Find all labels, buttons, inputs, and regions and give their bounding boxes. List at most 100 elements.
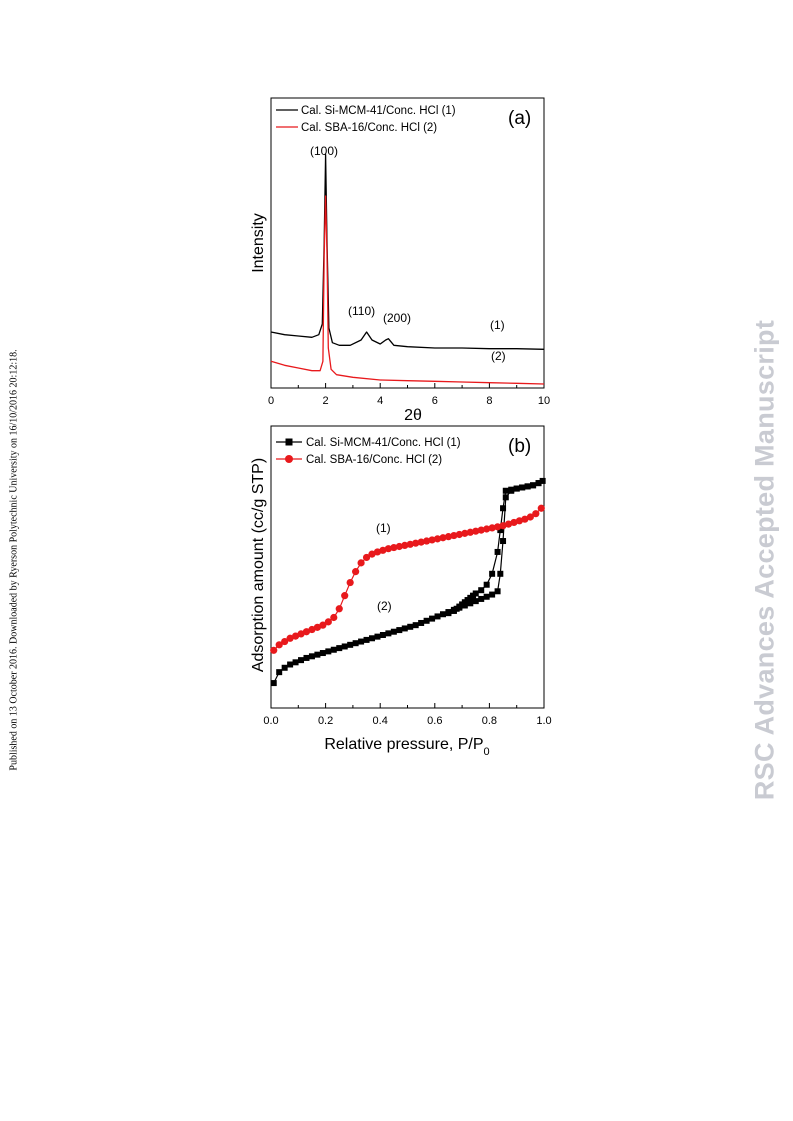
series-label-2: (2)	[377, 599, 392, 613]
legend-label-2: Cal. SBA-16/Conc. HCl (2)	[306, 454, 442, 466]
data-point	[286, 634, 294, 642]
data-point	[352, 640, 359, 647]
data-point	[477, 526, 485, 534]
x-tick-label: 0	[268, 395, 274, 407]
data-point	[358, 638, 365, 645]
data-point	[412, 622, 419, 629]
data-point	[407, 623, 414, 630]
chart-panel-a: 0 2 4 6 8 10 Intensity 2θ (a) Cal. Si-MCM-41/…	[250, 97, 550, 424]
data-point	[363, 636, 370, 643]
data-point	[537, 504, 545, 512]
data-point	[390, 543, 398, 552]
data-point	[418, 619, 425, 626]
data-point	[281, 637, 289, 646]
data-point	[276, 669, 283, 676]
data-point	[466, 528, 474, 536]
data-point	[357, 559, 365, 567]
data-point	[521, 515, 529, 523]
data-point	[513, 485, 520, 492]
legend-marker-2	[285, 455, 293, 463]
data-point	[368, 550, 376, 558]
data-point	[499, 522, 507, 530]
x-tick-label: 0.4	[373, 715, 388, 727]
data-point	[292, 659, 299, 666]
data-point	[379, 631, 386, 638]
x-axis: 0.0 0.2 0.4 0.6 0.8 1.0	[263, 703, 552, 727]
series-label-1: (1)	[376, 521, 391, 535]
data-point	[302, 628, 311, 636]
series-label-1: (1)	[490, 318, 505, 332]
data-point	[483, 581, 490, 588]
legend-marker-1	[285, 438, 293, 446]
x-tick-label: 0.8	[482, 715, 497, 727]
data-point	[330, 646, 337, 653]
data-point	[472, 527, 480, 535]
data-point	[341, 592, 349, 600]
data-point	[369, 635, 376, 642]
data-point	[502, 487, 509, 494]
legend: Cal. Si-MCM-41/Conc. HCl (1) Cal. SBA-16…	[276, 437, 461, 466]
x-tick-label: 1.0	[536, 715, 551, 727]
data-point	[472, 598, 479, 605]
panel-label: (b)	[508, 436, 531, 457]
data-point	[362, 553, 371, 562]
data-point	[395, 542, 403, 551]
panel-label: (a)	[508, 108, 531, 129]
data-point	[308, 653, 315, 660]
data-point	[444, 533, 453, 541]
x-tick-label: 0.0	[263, 715, 278, 727]
legend: Cal. Si-MCM-41/Conc. HCl (1) Cal. SBA-16…	[276, 105, 456, 134]
data-point	[508, 486, 515, 493]
x-tick-label: 2	[323, 395, 329, 407]
x-tick-label: 0.2	[318, 715, 333, 727]
data-point	[325, 648, 332, 655]
data-point	[270, 680, 277, 687]
series-line-1	[270, 154, 545, 350]
data-point	[478, 595, 485, 602]
data-point	[270, 646, 278, 654]
data-point	[429, 615, 436, 622]
data-point	[308, 625, 316, 634]
data-point	[497, 570, 504, 577]
data-point	[515, 517, 524, 525]
data-point	[461, 529, 469, 537]
data-point	[303, 654, 310, 661]
data-point	[535, 480, 542, 487]
series-line-2	[270, 195, 545, 385]
data-point	[319, 621, 327, 629]
legend-label-1: Cal. Si-MCM-41/Conc. HCl (1)	[301, 105, 456, 117]
data-point	[324, 618, 332, 626]
data-point	[275, 641, 283, 649]
data-point	[493, 523, 502, 531]
data-point	[500, 505, 507, 512]
x-axis-title-subscript: 0	[484, 746, 490, 758]
data-point	[319, 650, 326, 657]
data-point	[497, 527, 504, 534]
data-point	[539, 477, 546, 484]
data-point	[489, 570, 496, 577]
data-point	[352, 568, 360, 576]
data-point	[433, 535, 442, 543]
data-point	[330, 613, 338, 622]
data-point	[291, 632, 300, 640]
data-point	[530, 482, 537, 489]
data-point	[374, 633, 381, 640]
data-point	[450, 531, 458, 540]
data-point	[510, 518, 518, 527]
x-axis-title-main: Relative pressure, P/P	[324, 736, 483, 753]
data-point	[346, 578, 354, 587]
data-point	[281, 664, 288, 671]
data-point	[428, 536, 436, 544]
data-point	[335, 605, 343, 613]
chart-panel-b: 0.0 0.2 0.4 0.6 0.8 1.0 Adsorption amount (cc…	[250, 425, 552, 758]
series-group	[270, 154, 545, 385]
data-point	[483, 525, 491, 533]
data-point	[336, 645, 343, 652]
data-point	[401, 541, 409, 549]
y-axis-title: Adsorption amount (cc/g STP)	[250, 458, 267, 672]
x-tick-label: 4	[377, 395, 383, 407]
data-point	[287, 661, 294, 668]
data-point	[494, 588, 501, 595]
data-point	[504, 520, 513, 528]
peak-label-100: (100)	[310, 144, 338, 158]
